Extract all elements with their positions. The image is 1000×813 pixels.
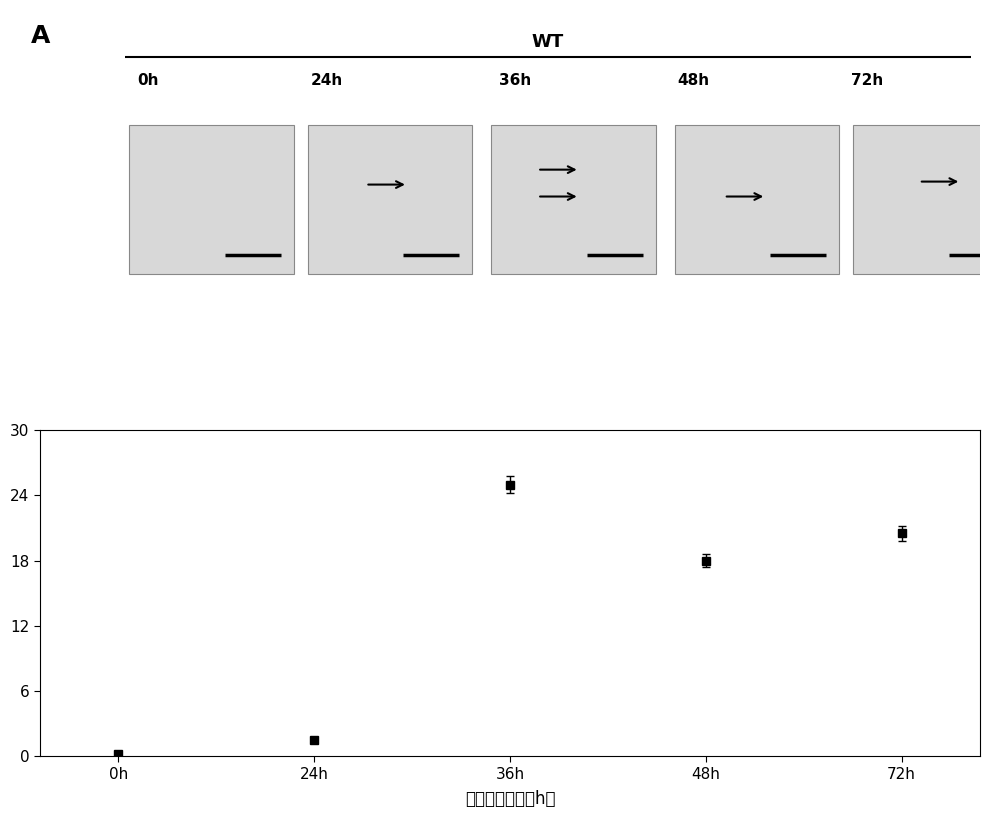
Text: 72h: 72h [851,73,883,89]
Text: 48h: 48h [677,73,709,89]
FancyBboxPatch shape [308,125,472,274]
FancyBboxPatch shape [853,125,1000,274]
X-axis label: 根结线虫侵入（h）: 根结线虫侵入（h） [465,790,555,808]
Text: 36h: 36h [499,73,531,89]
Text: A: A [31,24,50,49]
Text: 24h: 24h [311,73,343,89]
Text: 0h: 0h [137,73,159,89]
FancyBboxPatch shape [491,125,656,274]
Text: WT: WT [531,33,564,50]
FancyBboxPatch shape [674,125,839,274]
FancyBboxPatch shape [129,125,294,274]
